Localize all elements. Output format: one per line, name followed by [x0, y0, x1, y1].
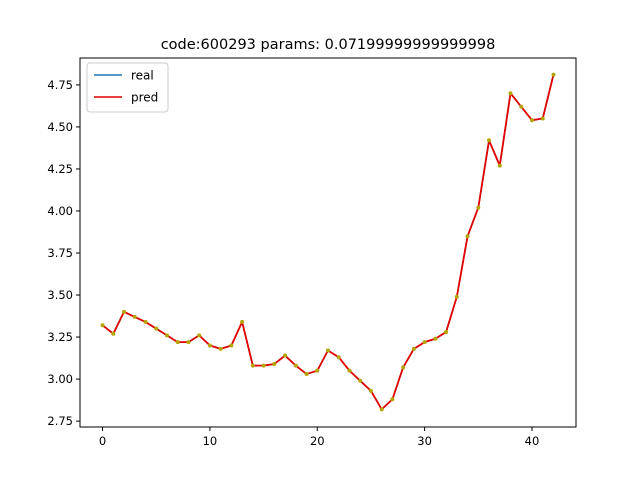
data-point — [283, 353, 288, 358]
data-point — [358, 378, 363, 383]
data-point — [186, 340, 191, 345]
y-tick-label: 3.50 — [47, 288, 73, 302]
data-point — [143, 319, 148, 324]
data-point — [132, 314, 137, 319]
data-point — [100, 323, 105, 328]
data-point — [433, 336, 438, 341]
data-point — [508, 91, 513, 96]
y-tick-label: 3.00 — [47, 372, 73, 386]
y-tick-label: 4.50 — [47, 120, 73, 134]
data-point — [111, 331, 116, 336]
legend-label-pred: pred — [131, 91, 158, 105]
data-point — [326, 348, 330, 353]
data-point — [390, 397, 395, 402]
y-axis: 2.75 3.00 3.25 3.50 3.75 4.00 4.25 4.50 4.75 — [47, 78, 80, 428]
data-point — [240, 319, 245, 324]
data-point — [175, 340, 180, 345]
data-point — [315, 368, 320, 373]
data-point — [207, 343, 212, 348]
data-point — [476, 205, 481, 210]
y-tick-label: 4.00 — [47, 204, 73, 218]
data-point — [487, 138, 492, 143]
data-point — [164, 333, 169, 338]
x-tick-label: 40 — [525, 434, 540, 448]
data-point — [379, 407, 384, 412]
data-point — [368, 388, 373, 393]
legend-box — [86, 62, 169, 113]
data-point — [272, 361, 277, 366]
plot-area — [100, 72, 556, 412]
x-axis: 0 10 20 30 40 — [99, 427, 539, 448]
data-point — [454, 294, 459, 299]
data-point — [218, 346, 223, 351]
data-point — [250, 363, 255, 368]
legend-label-real: real — [131, 69, 154, 83]
y-tick-label: 4.75 — [47, 78, 73, 92]
y-tick-label: 4.25 — [47, 162, 73, 176]
data-point — [401, 365, 406, 370]
x-tick-label: 0 — [99, 434, 106, 448]
y-tick-label: 3.25 — [47, 330, 73, 344]
data-point — [122, 309, 127, 314]
data-point — [497, 163, 502, 168]
chart-title: code:600293 params: 0.07199999999999998 — [161, 37, 496, 53]
data-point — [519, 104, 524, 109]
data-point — [465, 234, 470, 239]
data-point — [540, 116, 545, 121]
legend: real pred — [86, 62, 169, 113]
y-tick-label: 3.75 — [47, 246, 73, 260]
data-point — [197, 333, 202, 338]
data-point — [229, 343, 234, 348]
x-tick-label: 10 — [203, 434, 218, 448]
data-point — [304, 372, 309, 377]
data-point — [529, 118, 534, 123]
axes-frame — [79, 57, 577, 428]
data-point — [347, 368, 352, 373]
x-tick-label: 20 — [310, 434, 325, 448]
data-point — [293, 363, 298, 368]
data-point — [422, 340, 427, 345]
series-line-real — [101, 74, 555, 411]
data-point — [551, 72, 556, 77]
data-point — [444, 330, 449, 335]
data-point — [261, 363, 266, 368]
series-line-pred — [101, 73, 555, 411]
data-point — [336, 355, 341, 360]
y-tick-label: 2.75 — [47, 414, 73, 428]
x-tick-label: 30 — [417, 434, 432, 448]
data-point — [411, 346, 416, 351]
data-point — [154, 326, 159, 331]
